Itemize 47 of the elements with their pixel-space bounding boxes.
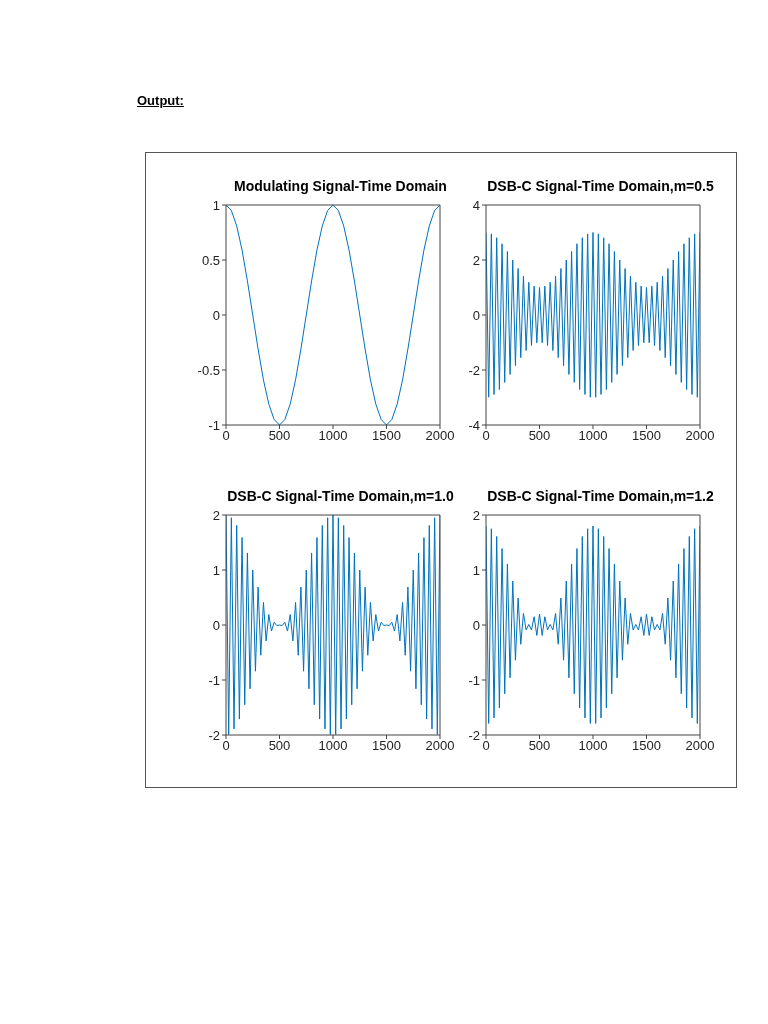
text: Output: xyxy=(137,93,184,108)
x-tick-label: 1500 xyxy=(372,428,401,444)
x-tick-label: 0 xyxy=(482,738,490,754)
y-tick-label: 2 xyxy=(472,252,480,268)
x-tick-label: 2000 xyxy=(425,738,455,754)
y-tick-label: -2 xyxy=(468,362,480,378)
chart-title: Modulating Signal-Time Domain xyxy=(233,178,448,194)
x-tick-label: 1500 xyxy=(632,428,661,444)
x-tick-label: 1500 xyxy=(632,738,661,754)
y-tick-label: 1 xyxy=(212,197,220,213)
y-tick-label: 0 xyxy=(472,617,480,633)
x-tick-label: 2000 xyxy=(685,428,715,444)
x-tick-label: 2000 xyxy=(425,428,455,444)
y-tick-label: 1 xyxy=(472,562,480,578)
x-tick-label: 1000 xyxy=(318,428,348,444)
y-tick-label: 0 xyxy=(212,307,220,323)
x-tick-label: 0 xyxy=(482,428,490,444)
y-tick-label: 2 xyxy=(212,507,220,523)
chart-title: DSB-C Signal-Time Domain,m=1.2 xyxy=(486,488,715,504)
x-tick-label: 500 xyxy=(528,428,551,444)
y-tick-label: -2 xyxy=(208,727,220,743)
x-tick-label: 1500 xyxy=(372,738,401,754)
y-tick-label: -1 xyxy=(468,672,480,688)
y-tick-label: 1 xyxy=(212,562,220,578)
y-tick-label: 0 xyxy=(212,617,220,633)
x-tick-label: 0 xyxy=(222,738,230,754)
x-tick-label: 0 xyxy=(222,428,230,444)
chart-title: DSB-C Signal-Time Domain,m=0.5 xyxy=(486,178,715,194)
x-tick-label: 1000 xyxy=(578,428,608,444)
y-tick-label: -2 xyxy=(468,727,480,743)
x-tick-label: 500 xyxy=(528,738,551,754)
y-tick-label: -4 xyxy=(468,417,480,433)
line-series xyxy=(486,525,700,724)
y-tick-label: 0 xyxy=(472,307,480,323)
x-tick-label: 2000 xyxy=(685,738,715,754)
x-tick-label: 1000 xyxy=(578,738,608,754)
x-tick-label: 500 xyxy=(268,738,291,754)
y-tick-label: -1 xyxy=(208,672,220,688)
y-tick-label: -1 xyxy=(208,417,220,433)
y-tick-label: 4 xyxy=(472,197,480,213)
y-tick-label: 2 xyxy=(472,507,480,523)
y-tick-label: 0.5 xyxy=(201,252,220,268)
x-tick-label: 1000 xyxy=(318,738,348,754)
y-tick-label: -0.5 xyxy=(197,362,220,378)
x-tick-label: 500 xyxy=(268,428,291,444)
line-series xyxy=(486,232,700,398)
chart-title: DSB-C Signal-Time Domain,m=1.0 xyxy=(226,488,455,504)
